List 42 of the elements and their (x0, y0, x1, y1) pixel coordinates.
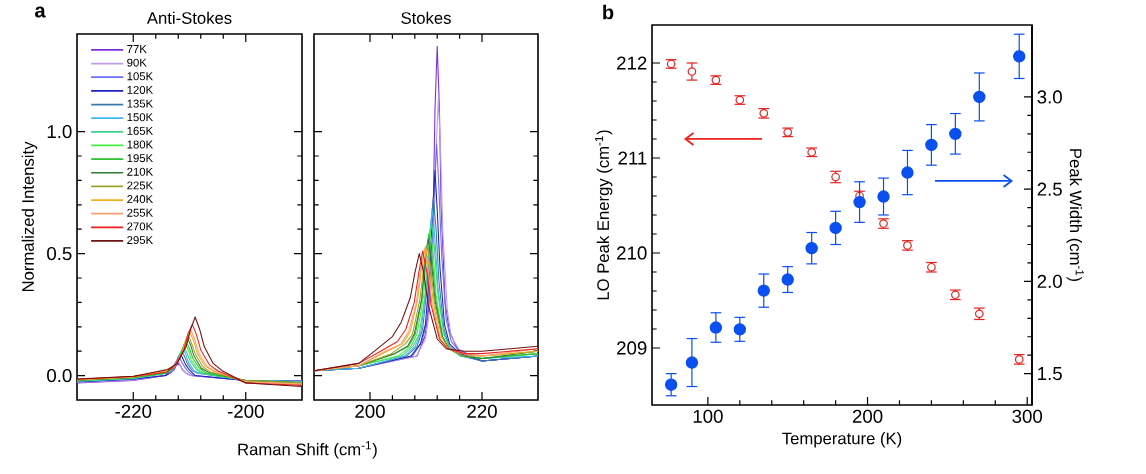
legend-label: 225K (127, 181, 153, 190)
x-tick-label: 200 (355, 404, 385, 418)
y-tick-label: 1.0 (47, 124, 72, 139)
legend-label: 240K (127, 195, 153, 204)
x-tick-label: 220 (467, 404, 497, 418)
x-axis-title: Temperature (K) (782, 432, 902, 448)
y-tick-label: 0.0 (47, 368, 72, 383)
legend-label: 195K (127, 154, 153, 163)
text: a (35, 6, 46, 18)
y-tick-label: 0.5 (47, 246, 72, 261)
y-axis-title: Normalized Intensity (21, 141, 38, 292)
y-axis-title: LO Peak Energy (cm$^{-1}$) (595, 130, 613, 300)
x-tick-label: -200 (227, 404, 264, 418)
x-tick-label: 100 (693, 409, 723, 423)
x-tick-label: -220 (115, 404, 152, 418)
legend-label: 135K (127, 99, 153, 108)
legend-label: 120K (127, 85, 153, 94)
legend-label: 180K (127, 140, 153, 149)
legend-label: 150K (127, 113, 153, 122)
chart-title: Stokes (401, 11, 451, 24)
legend-label: 210K (127, 167, 153, 176)
y2-tick-label: 3.0 (1037, 90, 1062, 104)
y-tick-label: 209 (617, 341, 647, 355)
y2-tick-label: 2.0 (1037, 274, 1062, 289)
x-tick-label: 300 (1012, 409, 1043, 423)
legend-label: 90K (127, 58, 147, 67)
y-tick-label: 212 (617, 56, 647, 70)
y2-tick-label: 1.5 (1038, 367, 1062, 381)
legend-label: 165K (127, 126, 153, 135)
text: b (603, 4, 614, 20)
y-tick-label: 210 (617, 246, 647, 260)
legend-label: 270K (127, 222, 153, 231)
legend-label: 295K (127, 236, 153, 245)
x-tick-label: 200 (852, 409, 883, 423)
chart-title: Anti-Stokes (146, 11, 232, 24)
legend-label: 255K (127, 208, 153, 217)
y2-axis-title: Peak Width (cm$^{-1}$) (1066, 149, 1084, 282)
y-tick-label: 211 (618, 151, 647, 165)
x-axis-title: Raman Shift (cm$^{-1}$) (238, 441, 377, 459)
y2-tick-label: 2.5 (1037, 182, 1062, 196)
legend-label: 77K (127, 45, 147, 53)
legend-label: 105K (127, 72, 153, 81)
